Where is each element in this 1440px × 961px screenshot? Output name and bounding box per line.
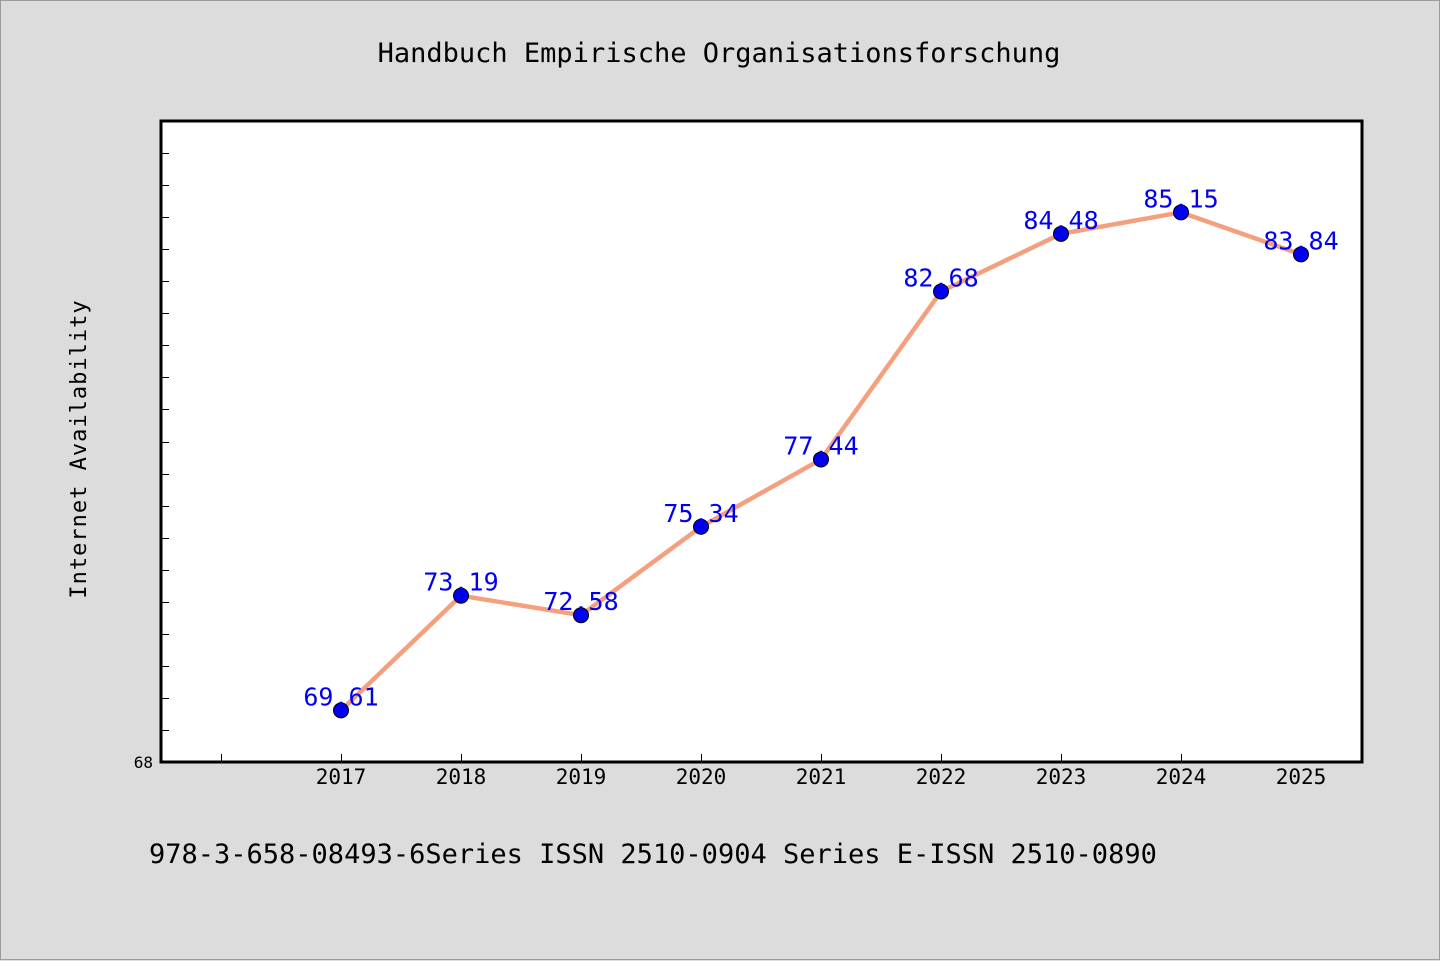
data-label: 84.48	[1023, 206, 1098, 235]
y-axis-label: Internet Availability	[67, 299, 92, 598]
data-label: 82.68	[903, 264, 978, 293]
data-label: 83.84	[1263, 226, 1338, 255]
data-label: 69.61	[303, 682, 378, 711]
y-tick-label: 68	[134, 753, 153, 772]
data-point	[453, 587, 469, 604]
y-axis-ticks: 68	[134, 153, 169, 772]
x-tick-label: 2024	[1156, 765, 1207, 789]
chart-title: Handbuch Empirische Organisationsforschu…	[378, 38, 1061, 69]
data-point	[1293, 246, 1309, 263]
data-label: 72.58	[543, 587, 618, 616]
x-tick-label: 2019	[556, 765, 607, 789]
data-label: 73.19	[423, 568, 498, 597]
series-group: 69.61 73.19 72.58 75.34 77.44 82.68 84.48 85.15…	[303, 184, 1339, 719]
x-tick-label: 2022	[916, 765, 967, 789]
x-tick-label: 2017	[316, 765, 367, 789]
data-label: 75.34	[663, 499, 738, 528]
data-label: 85.15	[1143, 184, 1218, 213]
x-axis-ticks: 2017 2018 2019 2020 2021 2022 2023 2024 2025	[221, 754, 1327, 789]
x-tick-label: 2021	[796, 765, 847, 789]
data-point	[813, 451, 829, 468]
x-tick-label: 2023	[1036, 765, 1087, 789]
x-tick-label: 2025	[1276, 765, 1327, 789]
data-point	[693, 518, 709, 535]
footer-isbn-text: 978-3-658-08493-6Series ISSN 2510-0904 S…	[149, 839, 1157, 870]
data-point	[333, 702, 349, 719]
data-point	[1173, 204, 1189, 221]
data-point	[933, 283, 949, 300]
data-point	[573, 607, 589, 624]
x-tick-label: 2018	[436, 765, 487, 789]
x-tick-label: 2020	[676, 765, 727, 789]
data-label: 77.44	[783, 431, 858, 460]
plot-area	[159, 119, 1364, 764]
data-point	[1053, 225, 1069, 242]
